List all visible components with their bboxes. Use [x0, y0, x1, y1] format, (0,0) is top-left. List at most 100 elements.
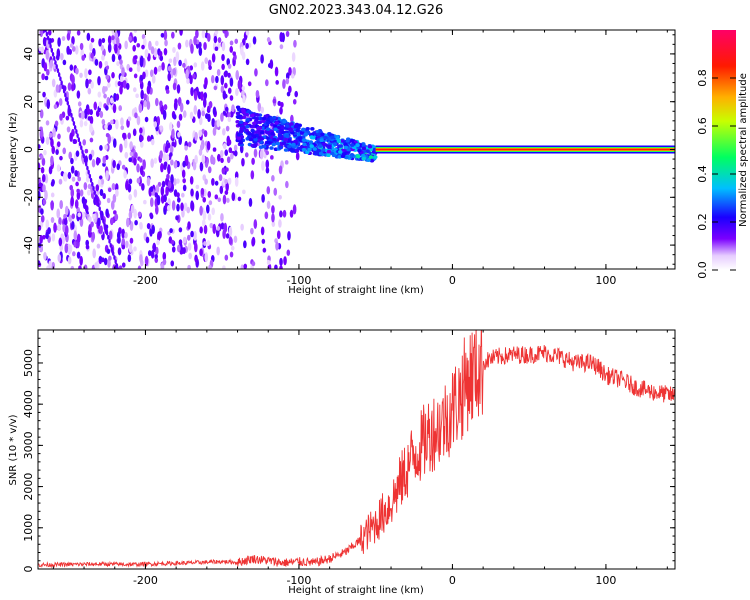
heatmap-cell: [241, 51, 246, 61]
heatmap-cell: [295, 152, 300, 161]
heatmap-cell: [140, 135, 144, 142]
colorbar-tick-label: 0.2: [696, 213, 709, 231]
heatmap-cell: [84, 148, 89, 154]
heatmap-cell: [135, 93, 139, 99]
heatmap-cell: [172, 113, 177, 120]
heatmap-cell: [242, 189, 246, 195]
heatmap-streak: [86, 165, 89, 171]
heatmap-cell: [202, 97, 207, 108]
heatmap-cell: [183, 202, 188, 211]
heatmap-cell: [193, 230, 197, 241]
heatmap-cell: [106, 248, 111, 255]
heatmap-cell: [90, 81, 94, 89]
heatmap-cell: [71, 221, 75, 230]
heatmap-cell: [224, 106, 229, 112]
heatmap-cell: [68, 214, 72, 223]
snr-ytick-label: 1000: [22, 514, 35, 542]
heatmap-streak: [65, 96, 68, 102]
heatmap-cell: [59, 199, 63, 210]
heatmap-cell: [251, 236, 256, 246]
heatmap-cell: [326, 153, 331, 158]
heatmap-cell: [83, 120, 88, 127]
heatmap-cell: [270, 131, 275, 136]
heatmap-streak: [55, 64, 58, 69]
heatmap-cell: [165, 186, 169, 197]
heatmap-cell: [125, 240, 129, 249]
heatmap-cell: [54, 120, 59, 127]
heatmap-cell: [212, 147, 217, 152]
heatmap-cell: [269, 59, 274, 70]
heatmap-streak: [102, 218, 105, 224]
snr-line: [38, 330, 675, 569]
heatmap-cell: [261, 160, 265, 171]
heatmap-cell: [75, 150, 80, 157]
heatmap-cell: [188, 252, 192, 260]
heatmap-cell: [71, 213, 76, 220]
heatmap-cell: [92, 248, 97, 259]
heatmap-cell: [245, 30, 250, 36]
snr-xtick-label: -100: [286, 574, 311, 587]
heatmap-cell: [133, 30, 138, 33]
heatmap-cell: [70, 157, 74, 165]
snr-xtick-label: 0: [449, 574, 456, 587]
heatmap-cell: [57, 133, 61, 140]
heatmap-cell: [39, 30, 44, 38]
heatmap-cell: [86, 108, 91, 115]
heatmap-cell: [121, 228, 125, 239]
heatmap-streak: [96, 198, 99, 204]
heatmap-cell: [294, 148, 300, 153]
heatmap-cell: [69, 132, 73, 143]
heatmap-cell: [115, 93, 120, 101]
heatmap-cell: [59, 155, 63, 161]
heatmap-cell: [203, 41, 207, 51]
heatmap-cell: [109, 217, 114, 226]
heatmap-streak: [49, 43, 52, 49]
heatmap-cell: [178, 227, 183, 233]
heatmap-cell: [262, 247, 267, 253]
heatmap-cell: [187, 242, 192, 251]
heatmap-cell: [250, 170, 255, 180]
heatmap-cell: [154, 205, 159, 215]
heatmap-streak: [109, 242, 112, 248]
heatmap-cell: [63, 172, 68, 182]
heatmap-cell: [190, 230, 194, 238]
heatmap-cell: [319, 138, 324, 143]
heatmap-cell: [133, 36, 137, 44]
heatmap-cell: [45, 136, 50, 146]
heatmap-cell: [88, 216, 92, 223]
heatmap-cell: [194, 242, 198, 253]
heatmap-cell: [249, 113, 255, 118]
heatmap-cell: [56, 208, 61, 219]
heatmap-cell: [71, 36, 75, 45]
heatmap-cell: [48, 260, 52, 269]
heatmap-cell: [355, 154, 361, 159]
snr-ytick-label: 4000: [22, 390, 35, 418]
heatmap-cell: [262, 144, 267, 149]
heatmap-streak: [114, 259, 117, 264]
heatmap-cell: [69, 64, 74, 71]
heatmap-cell: [220, 222, 225, 230]
heatmap-cell: [102, 193, 106, 200]
heatmap-cell: [146, 85, 151, 95]
heatmap-cell: [245, 58, 250, 66]
heatmap-cell: [77, 212, 82, 218]
heatmap-cell: [225, 233, 230, 239]
heatmap-cell: [121, 237, 126, 248]
heatmap-cell: [73, 241, 77, 248]
heatmap-cell: [100, 44, 105, 51]
heatmap-cell: [66, 126, 71, 133]
heatmap-cell: [269, 146, 274, 150]
heatmap-cell: [227, 116, 232, 123]
heatmap-cell: [83, 264, 88, 269]
heatmap-cell: [301, 127, 306, 132]
heatmap-cell: [140, 89, 145, 100]
heatmap-streak: [72, 121, 76, 126]
heatmap-streak: [91, 181, 94, 187]
spectrogram-y-ticks: -40 -20 0 20 40: [22, 34, 675, 265]
heatmap-cell: [45, 219, 50, 230]
heatmap-cell: [274, 121, 279, 125]
heatmap-cell: [225, 125, 230, 132]
heatmap-cell: [271, 175, 275, 182]
heatmap-cell: [71, 176, 76, 182]
heatmap-cell: [149, 197, 154, 208]
